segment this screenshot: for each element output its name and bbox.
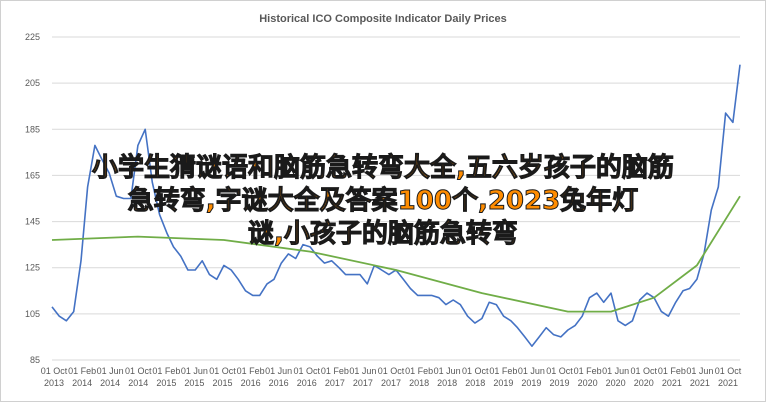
y-tick-label: 225 [25,32,40,42]
x-tick-label: 01 Oct 2018 [462,366,489,388]
x-tick-label: 01 Oct 2015 [209,366,236,388]
overlay-line-2: 急转弯,字谜大全及答案100个,2023兔年灯 [127,186,639,217]
x-tick-label: 01 Feb 2019 [489,366,517,388]
y-tick-label: 85 [30,355,40,365]
x-tick-label: 01 Oct 2014 [125,366,152,388]
x-tick-label: 01 Feb 2018 [405,366,433,388]
x-tick-label: 01 Feb 2020 [574,366,602,388]
series-lines [51,64,741,348]
y-tick-label: 205 [25,78,40,88]
chart-title: Historical ICO Composite Indicator Daily… [259,13,507,25]
x-tick-label: 01 Oct 2013 [41,366,68,388]
overlay-line-3: 谜,小孩子的脑筋急转弯 [248,219,519,250]
x-tick-label: 01 Jun 2014 [97,366,124,388]
y-tick-label: 105 [25,309,40,319]
x-tick-label: 01 Feb 2014 [68,366,96,388]
overlay-line-1: 小学生猜谜语和脑筋急转弯大全,五六岁孩子的脑筋 [92,153,675,184]
x-tick-label: 01 Oct 2019 [546,366,573,388]
y-tick-label: 165 [25,170,40,180]
x-tick-label: 01 Oct 2020 [630,366,657,388]
x-tick-label: 01 Feb 2015 [152,366,180,388]
trend-series-line [51,195,741,313]
x-tick-label: 01 Oct 2021 [715,366,742,388]
x-tick-label: 01 Feb 2021 [658,366,686,388]
x-tick-label: 01 Jun 2019 [518,366,545,388]
x-tick-label: 01 Jun 2018 [434,366,461,388]
x-tick-label: 01 Jun 2020 [602,366,629,388]
y-tick-label: 125 [25,263,40,273]
x-tick-label: 01 Jun 2015 [181,366,208,388]
x-tick-label: 01 Jun 2021 [686,366,713,388]
y-axis-ticks: 85 105 125 145 165 185 205 225 [25,32,40,365]
x-tick-label: 01 Jun 2016 [265,366,292,388]
grid-lines [52,36,740,361]
x-tick-label: 01 Oct 2016 [293,366,320,388]
x-tick-label: 01 Feb 2016 [237,366,265,388]
x-tick-label: 01 Oct 2017 [378,366,405,388]
y-tick-label: 185 [25,124,40,134]
overlay-caption: 小学生猜谜语和脑筋急转弯大全,五六岁孩子的脑筋 急转弯,字谜大全及答案100个,… [10,152,756,251]
y-tick-label: 145 [25,217,40,227]
x-tick-label: 01 Jun 2017 [349,366,376,388]
x-tick-label: 01 Feb 2017 [321,366,349,388]
